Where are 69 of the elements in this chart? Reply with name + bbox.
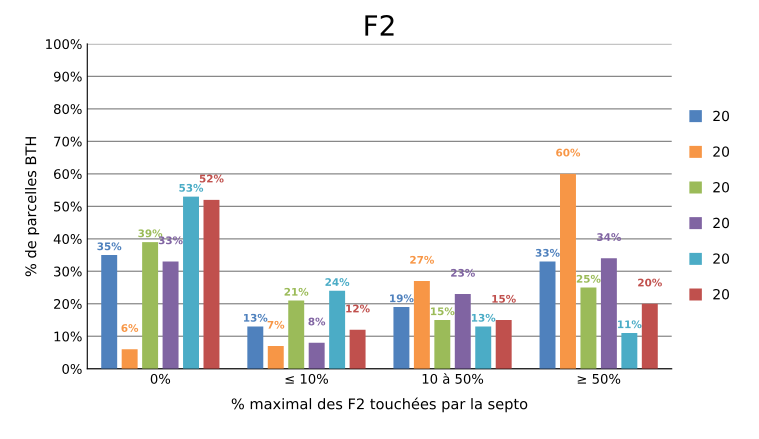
data-label: 19% [390,294,414,302]
data-label: 13% [472,314,496,322]
bar [560,174,576,369]
legend-label: 20 [713,110,730,122]
y-tick-label: 20% [54,299,82,309]
y-axis-title: % de parcelles BTH [25,137,40,276]
bar [268,346,284,369]
data-label: 33% [536,248,560,257]
data-label: 8% [308,318,326,326]
data-label: 7% [268,320,284,329]
y-tick-label: 100% [46,39,82,50]
data-label: 13% [244,314,268,322]
data-label: 6% [121,324,138,332]
bar [580,288,596,369]
chart-title: F2 [365,14,394,36]
y-tick-label: 50% [54,202,82,212]
bar [393,307,410,369]
bar [414,281,430,369]
legend-label: 20 [713,253,730,264]
data-label: 27% [410,256,434,264]
y-tick-label: 10% [54,331,82,342]
data-label: 39% [138,229,162,238]
legend-label: 20 [713,182,730,193]
x-tick-label: ≥ 50% [578,374,620,384]
y-tick-label: 40% [54,234,82,244]
data-label: 25% [576,274,601,283]
data-label: 24% [325,278,350,286]
bar [642,304,658,369]
data-label: 15% [431,307,454,316]
legend-label: 20 [713,289,730,300]
bar [288,300,304,369]
bar [454,294,471,369]
y-tick-label: 60% [54,169,82,180]
bar [204,200,220,369]
bar [162,262,179,369]
data-label: 52% [200,174,224,183]
x-axis-title: % maximal des F2 touchées par la septo [232,398,528,412]
legend-label: 20 [713,146,730,157]
bar [475,326,492,369]
data-label: 60% [556,148,580,157]
y-tick-label: 30% [54,266,82,276]
data-label: 21% [284,288,308,296]
bar [540,262,556,369]
bar [434,320,450,369]
data-label: 53% [179,184,204,192]
y-tick-label: 70% [54,136,82,147]
data-label: 35% [97,242,122,250]
bar [183,196,199,369]
legend-label: 20 [713,218,730,228]
y-tick-label: 0% [62,364,82,374]
y-tick-label: 90% [54,72,82,82]
x-tick-label: ≤ 10% [286,374,328,384]
bar [122,349,138,369]
data-label: 12% [346,304,370,312]
bar [308,342,325,369]
bar [329,290,346,369]
data-label: 15% [492,294,516,303]
bar [142,242,158,369]
bar [247,326,264,369]
data-label: 11% [618,320,642,328]
bar [600,258,617,369]
data-label: 20% [638,278,662,286]
y-tick-label: 80% [54,104,82,114]
bar [496,320,512,369]
x-tick-label: 10 à 50% [422,373,484,384]
bar [621,333,638,369]
x-tick-label: 0% [150,374,170,384]
bar [350,330,366,369]
bar [101,255,118,369]
